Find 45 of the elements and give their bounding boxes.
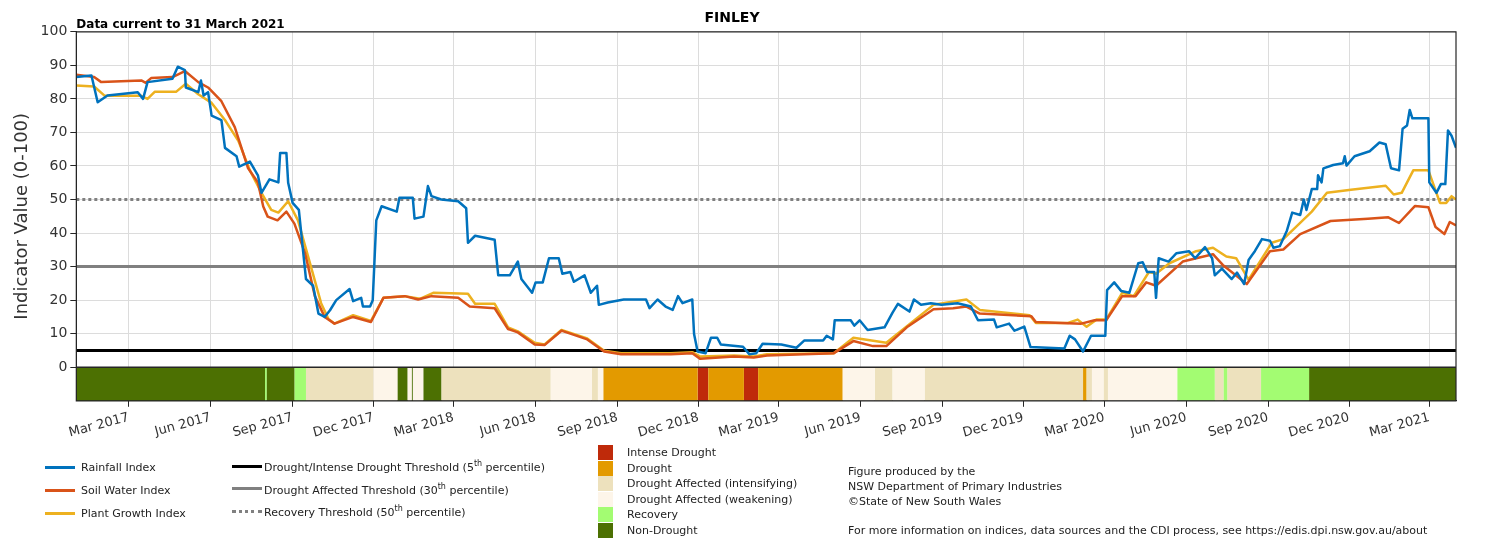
x-tick-label: Mar 2018 (391, 408, 456, 440)
legend-label: Rainfall Index (81, 461, 156, 474)
x-tick-label: Mar 2020 (1042, 408, 1107, 440)
legend-label: Plant Growth Index (81, 507, 186, 520)
x-tick-label: Mar 2017 (66, 408, 131, 440)
legend-label: Recovery (627, 508, 679, 522)
x-tick-label: Dec 2019 (960, 408, 1026, 440)
x-tick-label: Jun 2019 (801, 408, 863, 439)
y-tick-label: 60 (49, 156, 68, 173)
legend-label: Drought/Intense Drought Threshold (5$^{th}$ percentile) (264, 459, 545, 474)
chart-subtitle: Data current to 31 March 2021 (76, 16, 285, 31)
legend-label: Drought (627, 461, 672, 475)
y-tick-label: 90 (49, 55, 68, 72)
y-tick-label: 30 (49, 257, 68, 274)
y-tick-label: 10 (49, 324, 68, 341)
x-tick-label: Sep 2018 (555, 408, 620, 440)
y-tick-label: 20 (49, 290, 68, 307)
y-axis-title: Indicator Value (0-100) (10, 112, 32, 320)
legend-label: Soil Water Index (81, 484, 171, 497)
legend-label: Drought Affected (weakening) (627, 492, 793, 506)
legend-label: Drought Affected (intensifying) (627, 477, 798, 491)
y-tick-label: 0 (58, 357, 68, 374)
x-tick-label: Mar 2019 (716, 408, 781, 440)
x-tick-label: Mar 2021 (1367, 408, 1431, 440)
legend-label: Recovery Threshold (50$^{th}$ percentile) (264, 504, 466, 519)
x-tick-label: Sep 2020 (1206, 408, 1270, 440)
chart-title: FINLEY (704, 9, 761, 26)
legend-label: Drought Affected Threshold (30$^{th}$ percentile) (264, 481, 509, 497)
x-tick-label: Dec 2018 (636, 408, 701, 440)
text: For more information on indices, data sources and the CDI process, see https://edis.dpi.nsw.gov.au/about (848, 523, 1428, 538)
y-tick-label: 80 (49, 89, 68, 106)
y-tick-label: 50 (49, 190, 68, 207)
x-tick-label: Jun 2017 (151, 408, 213, 439)
legend-label: Non-Drought (627, 523, 698, 537)
legend-label: Intense Drought (627, 446, 716, 459)
x-tick-label: Dec 2017 (311, 408, 376, 440)
text: Figure produced by the NSW Department of Primary Industries ©State of New South Wales (848, 464, 1064, 509)
x-tick-label: Sep 2017 (230, 408, 295, 440)
x-tick-label: Jun 2020 (1127, 408, 1188, 439)
x-tick-label: Sep 2019 (880, 408, 945, 440)
y-tick-label: 100 (40, 22, 68, 39)
x-tick-label: Dec 2020 (1286, 408, 1351, 440)
y-tick-label: 70 (49, 123, 68, 140)
y-tick-label: 40 (49, 223, 68, 240)
x-tick-label: Jun 2018 (476, 408, 538, 439)
